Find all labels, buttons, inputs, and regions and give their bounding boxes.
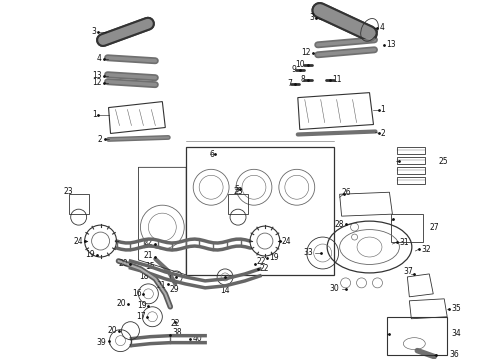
Text: 20: 20 bbox=[117, 299, 126, 308]
Text: 29: 29 bbox=[170, 285, 179, 294]
Text: 8: 8 bbox=[300, 75, 305, 84]
Text: 11: 11 bbox=[333, 75, 342, 84]
Text: 22: 22 bbox=[171, 319, 180, 328]
Text: 40: 40 bbox=[192, 334, 202, 343]
Bar bbox=[228, 194, 248, 214]
Text: 3: 3 bbox=[310, 13, 315, 22]
Text: 32: 32 bbox=[421, 244, 431, 253]
Text: 23: 23 bbox=[64, 187, 74, 196]
Bar bbox=[397, 167, 425, 174]
Text: 19: 19 bbox=[137, 301, 147, 310]
Text: 14: 14 bbox=[220, 286, 230, 295]
Text: 39: 39 bbox=[97, 338, 106, 347]
Text: 27: 27 bbox=[429, 222, 439, 231]
Text: 13: 13 bbox=[92, 71, 101, 80]
Text: 13: 13 bbox=[387, 40, 396, 49]
Text: 33: 33 bbox=[303, 248, 313, 257]
Text: 12: 12 bbox=[92, 78, 101, 87]
Bar bbox=[69, 194, 89, 214]
Text: 1: 1 bbox=[92, 110, 97, 119]
Bar bbox=[388, 317, 447, 355]
Text: 4: 4 bbox=[97, 54, 101, 63]
Text: 20: 20 bbox=[108, 326, 118, 335]
Text: 21: 21 bbox=[157, 282, 166, 291]
Text: 38: 38 bbox=[172, 328, 182, 337]
Bar bbox=[392, 214, 423, 242]
Text: 26: 26 bbox=[342, 188, 351, 197]
Text: 17: 17 bbox=[136, 312, 146, 321]
Text: 22: 22 bbox=[260, 265, 270, 274]
Text: 30: 30 bbox=[330, 284, 340, 293]
Text: 19: 19 bbox=[269, 253, 278, 262]
Text: 35: 35 bbox=[451, 304, 461, 313]
Text: 18: 18 bbox=[139, 273, 148, 282]
Text: 15: 15 bbox=[145, 262, 154, 271]
Text: 3: 3 bbox=[92, 27, 97, 36]
Text: 24: 24 bbox=[282, 237, 292, 246]
Text: 21: 21 bbox=[144, 252, 153, 261]
Text: 2: 2 bbox=[98, 135, 102, 144]
Text: 25: 25 bbox=[438, 157, 448, 166]
Text: 5: 5 bbox=[234, 185, 239, 194]
Bar bbox=[397, 177, 425, 184]
Text: 9: 9 bbox=[292, 65, 297, 74]
Text: 4: 4 bbox=[379, 23, 384, 32]
Text: 28: 28 bbox=[334, 220, 343, 229]
Text: 10: 10 bbox=[295, 60, 305, 69]
Text: 34: 34 bbox=[451, 329, 461, 338]
Text: 36: 36 bbox=[449, 350, 459, 359]
Text: 24: 24 bbox=[73, 237, 83, 246]
Bar bbox=[397, 157, 425, 165]
Bar bbox=[186, 147, 334, 275]
Text: 1: 1 bbox=[380, 105, 385, 114]
Bar bbox=[397, 147, 425, 154]
Text: 20: 20 bbox=[119, 260, 128, 269]
Text: 6: 6 bbox=[209, 150, 214, 159]
Text: 22: 22 bbox=[257, 257, 267, 266]
Text: 23: 23 bbox=[233, 187, 243, 196]
Text: 16: 16 bbox=[132, 289, 142, 298]
Text: 22: 22 bbox=[144, 238, 153, 247]
Text: 2: 2 bbox=[380, 129, 385, 138]
Text: 12: 12 bbox=[301, 48, 311, 57]
Text: 31: 31 bbox=[399, 238, 409, 247]
Text: 7: 7 bbox=[287, 79, 292, 88]
Text: 37: 37 bbox=[404, 267, 414, 276]
Text: 19: 19 bbox=[85, 251, 95, 260]
